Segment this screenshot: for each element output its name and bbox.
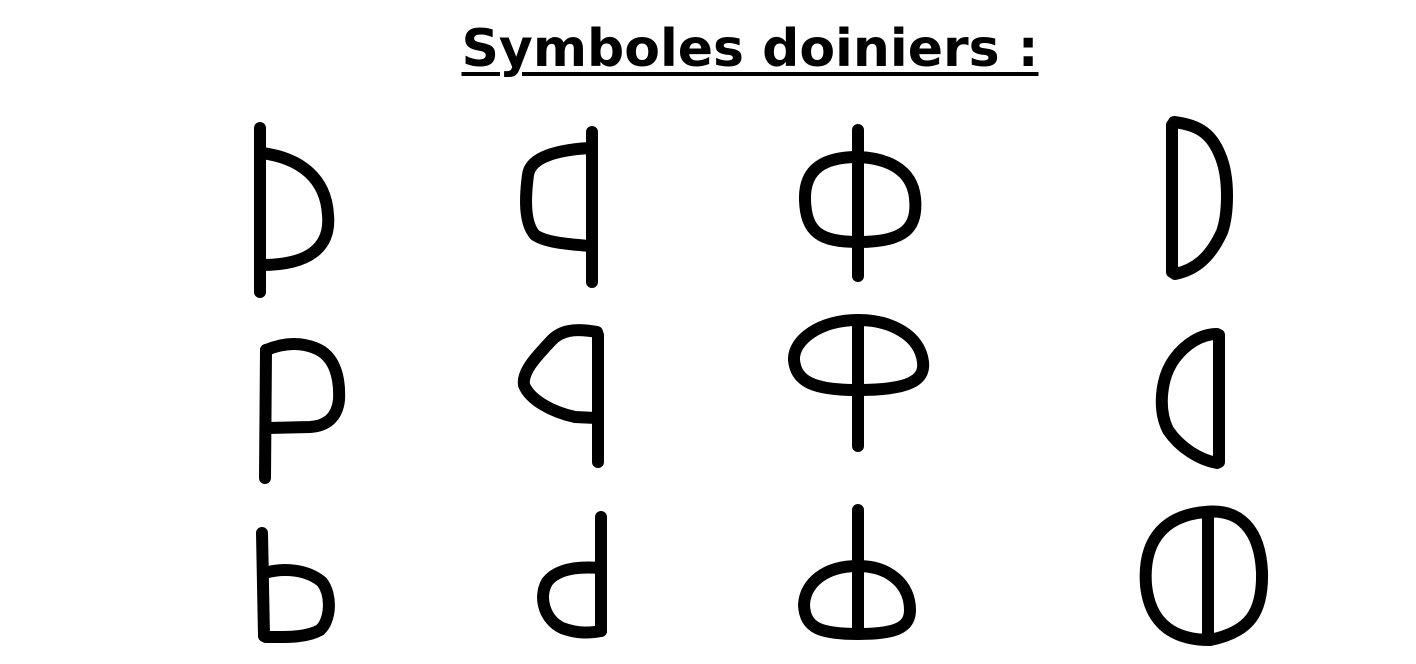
symbol-circle-vertical-bar-icon: [1139, 505, 1269, 646]
symbol-right-half-circle-icon: [1166, 116, 1233, 280]
symbol-p-shape-icon: [259, 338, 346, 484]
symbol-left-half-circle-icon: [1155, 328, 1225, 469]
symbol-vertical-bar-upper-right-bowl-icon: [254, 122, 335, 298]
page-title: Symboles doiniers :: [461, 19, 1039, 79]
symbol-phi-upper-oval-icon: [788, 314, 930, 452]
symbol-d-shape-icon: [537, 511, 607, 639]
symbol-reversed-p-shape-icon: [517, 324, 604, 468]
symbol-phi-lower-oval-icon: [798, 504, 916, 640]
symbol-b-shape-icon: [256, 527, 335, 644]
symbol-vertical-bar-upper-left-bowl-icon: [520, 126, 598, 288]
symbol-vertical-bar-centered-oval-icon: [798, 124, 922, 282]
